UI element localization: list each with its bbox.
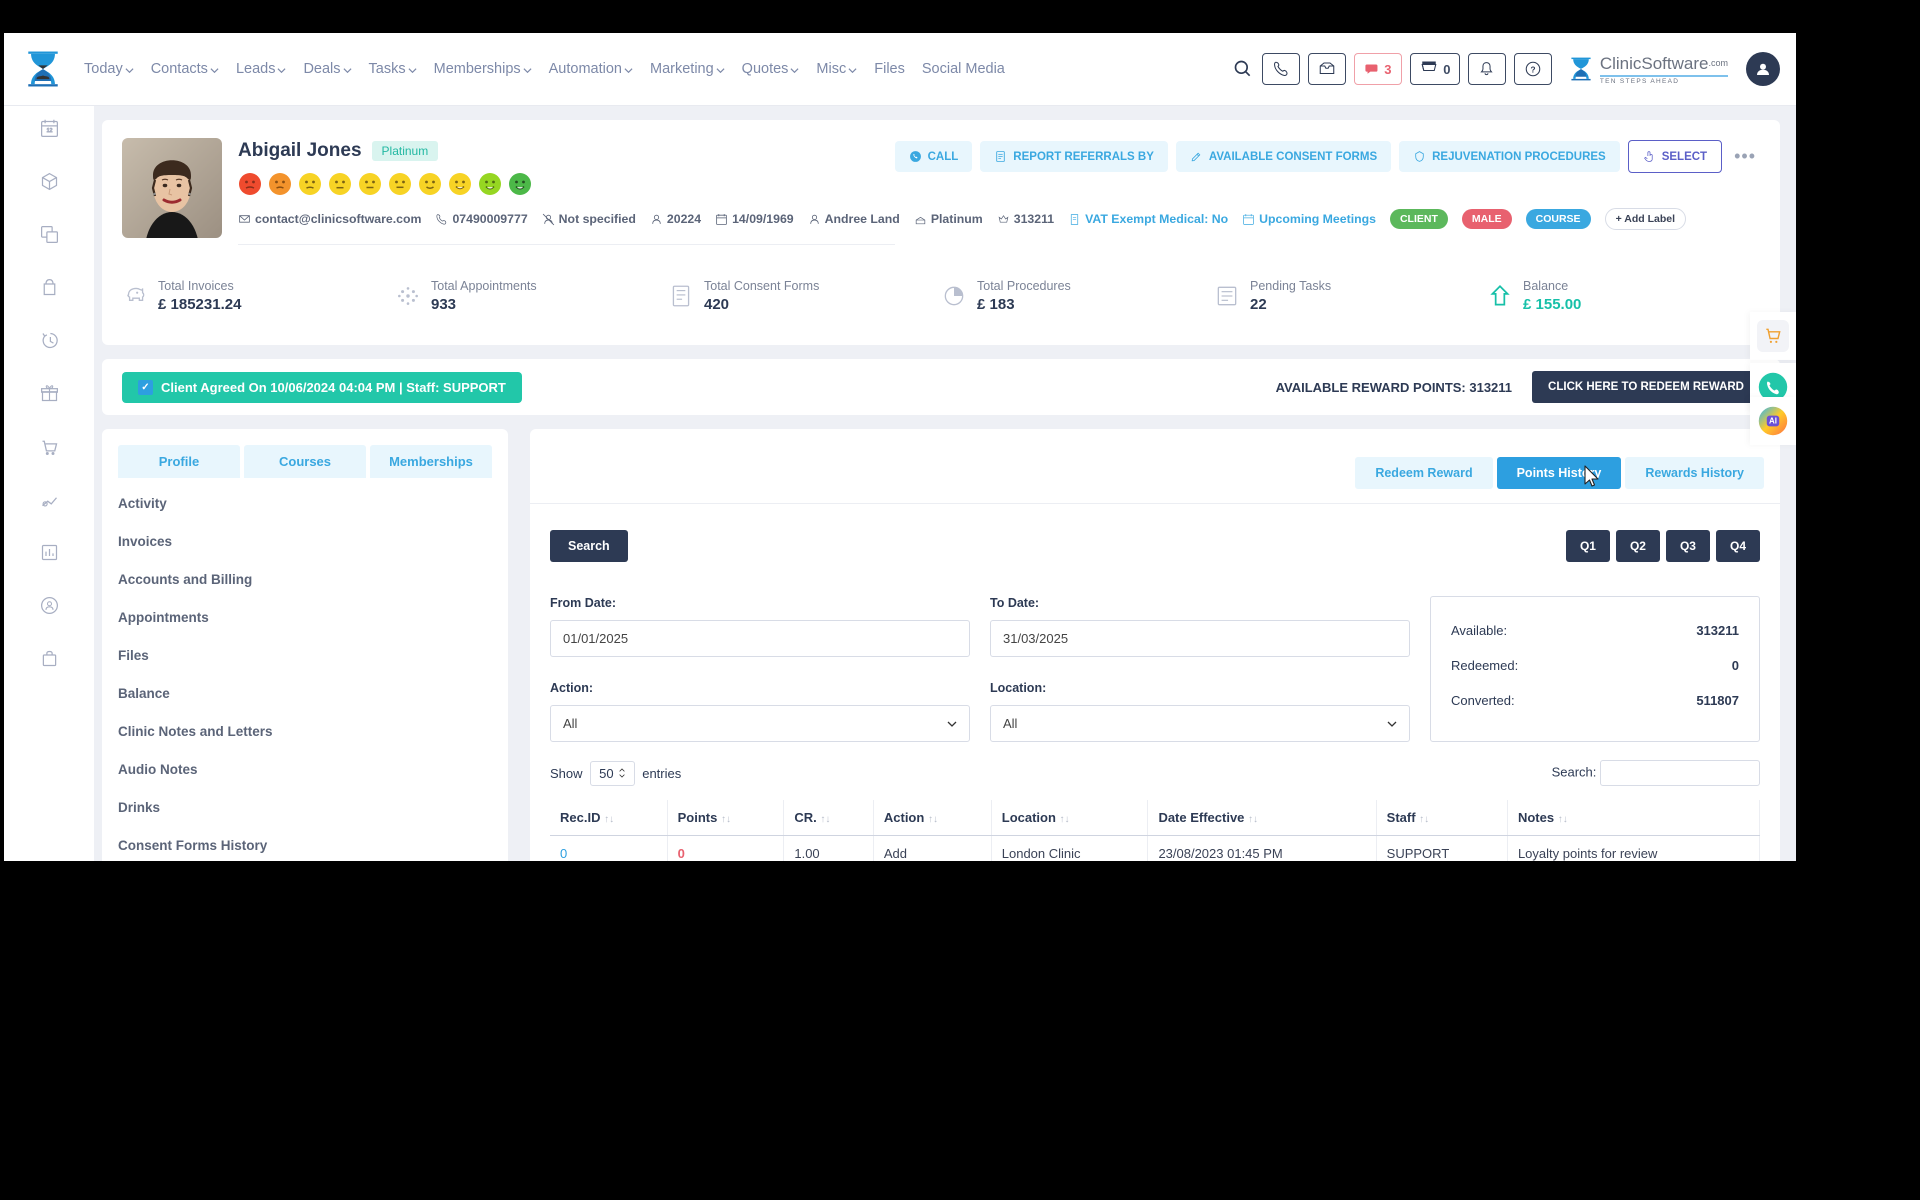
svg-text:?: ? [1530, 65, 1535, 74]
svg-text:12: 12 [46, 128, 52, 134]
svg-text:AI: AI [1769, 417, 1777, 426]
